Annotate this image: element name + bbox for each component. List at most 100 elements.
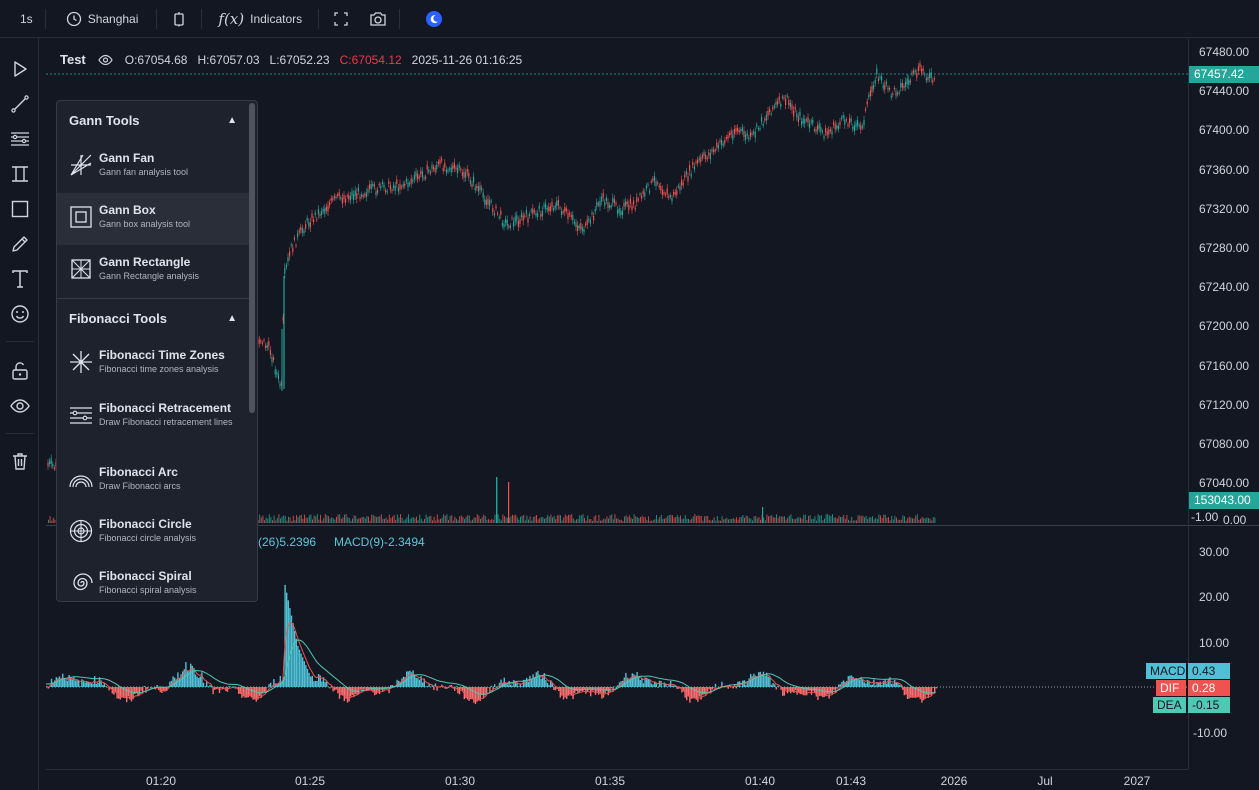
macd-histogram-bar: [324, 681, 326, 687]
panel-scrollbar[interactable]: [249, 103, 255, 413]
candle-body: [895, 91, 897, 96]
timezone-button[interactable]: Shanghai: [46, 0, 157, 38]
volume-bar: [441, 517, 443, 523]
candle-body: [641, 195, 643, 199]
candle-body: [559, 207, 561, 209]
pattern-tool-button[interactable]: [7, 161, 33, 187]
macd-histogram-bar: [606, 687, 608, 691]
volume-bar: [276, 517, 278, 523]
fib-tool-button[interactable]: [7, 126, 33, 152]
tool-gann-box[interactable]: Gann Box Gann box analysis tool: [57, 193, 249, 245]
volume-bar: [427, 517, 429, 523]
macd-histogram-bar: [134, 687, 136, 694]
candle-body: [836, 125, 838, 129]
candle-body: [452, 165, 454, 169]
volume-bar: [788, 515, 790, 523]
volume-bar: [432, 520, 433, 523]
volume-bar: [443, 514, 445, 523]
candle-body: [287, 257, 289, 262]
candle-body: [826, 131, 828, 136]
tool-fib-time-zones[interactable]: Fibonacci Time Zones Fibonacci time zone…: [57, 338, 249, 390]
fullscreen-button[interactable]: [319, 0, 361, 38]
tool-gann-rectangle[interactable]: Gann Rectangle Gann Rectangle analysis: [57, 245, 249, 297]
candle-body: [554, 205, 556, 209]
macd-histogram-bar: [801, 687, 803, 695]
candle-body: [681, 179, 683, 186]
tool-gann-fan[interactable]: Gann Fan Gann fan analysis tool: [57, 141, 249, 193]
macd-histogram-bar: [204, 686, 206, 687]
macd-histogram-bar: [114, 687, 117, 693]
tool-fib-circle[interactable]: Fibonacci Circle Fibonacci circle analys…: [57, 507, 249, 559]
macd-histogram-bar: [54, 680, 56, 687]
volume-bar: [769, 515, 771, 523]
price-axis[interactable]: 67480.00 67440.00 67400.00 67360.00 67320.00…: [1188, 39, 1259, 769]
tool-fib-arc[interactable]: Fibonacci Arc Draw Fibonacci arcs: [57, 455, 249, 507]
gann-tools-header[interactable]: Gann Tools ▲: [57, 101, 249, 139]
macd-histogram-bar: [855, 678, 857, 687]
theme-toggle-button[interactable]: [400, 0, 456, 38]
tool-fib-retracement[interactable]: Fibonacci Retracement Draw Fibonacci ret…: [57, 391, 249, 453]
volume-bar: [459, 516, 461, 523]
candle-body: [815, 129, 817, 132]
candle-body: [540, 213, 542, 217]
macd-histogram-bar: [105, 686, 107, 687]
macd-histogram-bar: [556, 687, 558, 689]
macd-histogram-bar: [146, 687, 149, 689]
macd-histogram-bar: [686, 687, 688, 701]
candle-body: [781, 96, 783, 98]
brush-tool-button[interactable]: [7, 231, 33, 257]
emoji-tool-button[interactable]: [7, 301, 33, 327]
indicators-button[interactable]: f(x) Indicators: [202, 0, 318, 38]
screenshot-button[interactable]: [361, 0, 399, 38]
candle-body: [439, 160, 441, 165]
shape-tool-button[interactable]: [7, 196, 33, 222]
macd-indicator-value: MACD(9)-2.3494: [334, 535, 425, 549]
line-tool-button[interactable]: [7, 91, 33, 117]
macd-histogram-bar: [124, 687, 126, 698]
macd-histogram-bar: [177, 672, 179, 687]
toolbar-divider: [6, 341, 34, 342]
volume-bar: [457, 520, 459, 523]
macd-histogram-bar: [918, 687, 920, 697]
candle-body: [345, 198, 347, 203]
pane-separator[interactable]: [46, 525, 1259, 526]
volume-bar: [315, 516, 317, 523]
candle-body: [692, 162, 694, 166]
candle-body: [562, 211, 564, 213]
volume-bar: [913, 518, 915, 523]
candle-body: [263, 339, 265, 341]
interval-button[interactable]: 1s: [0, 0, 45, 38]
macd-histogram-bar: [236, 687, 238, 688]
volume-bar: [308, 515, 310, 523]
candle-body: [545, 203, 547, 209]
time-axis[interactable]: 01:20 01:25 01:30 01:35 01:40 01:43 2026…: [46, 769, 1188, 790]
candle-body: [431, 165, 433, 170]
macd-histogram-bar: [102, 685, 104, 687]
unlock-icon: [12, 362, 28, 380]
candle-body: [396, 179, 398, 184]
volume-bar: [617, 518, 619, 523]
volume-bar: [852, 520, 854, 523]
volume-bar: [473, 517, 475, 523]
legend-visibility-toggle[interactable]: [98, 54, 113, 66]
volume-bar: [300, 514, 302, 523]
fibonacci-tools-header[interactable]: Fibonacci Tools ▲: [57, 299, 249, 337]
text-tool-button[interactable]: [7, 266, 33, 292]
chart-type-button[interactable]: [157, 0, 201, 38]
macd-histogram-bar: [434, 683, 437, 687]
visibility-tool-button[interactable]: [7, 393, 33, 419]
delete-tool-button[interactable]: [7, 448, 33, 474]
cursor-tool-button[interactable]: [7, 56, 33, 82]
candle-body: [690, 173, 692, 177]
indicators-label: Indicators: [250, 11, 303, 26]
macd-histogram-bar: [594, 687, 597, 695]
tool-fib-spiral[interactable]: Fibonacci Spiral Fibonacci spiral analys…: [57, 559, 249, 601]
lock-tool-button[interactable]: [7, 358, 33, 384]
macd-histogram-bar: [367, 687, 369, 691]
candle-body: [700, 157, 702, 162]
volume-bar: [849, 520, 851, 523]
volume-bar: [740, 516, 742, 523]
volume-bar: [608, 518, 609, 523]
volume-bar: [521, 516, 523, 523]
candle-body: [644, 192, 646, 197]
